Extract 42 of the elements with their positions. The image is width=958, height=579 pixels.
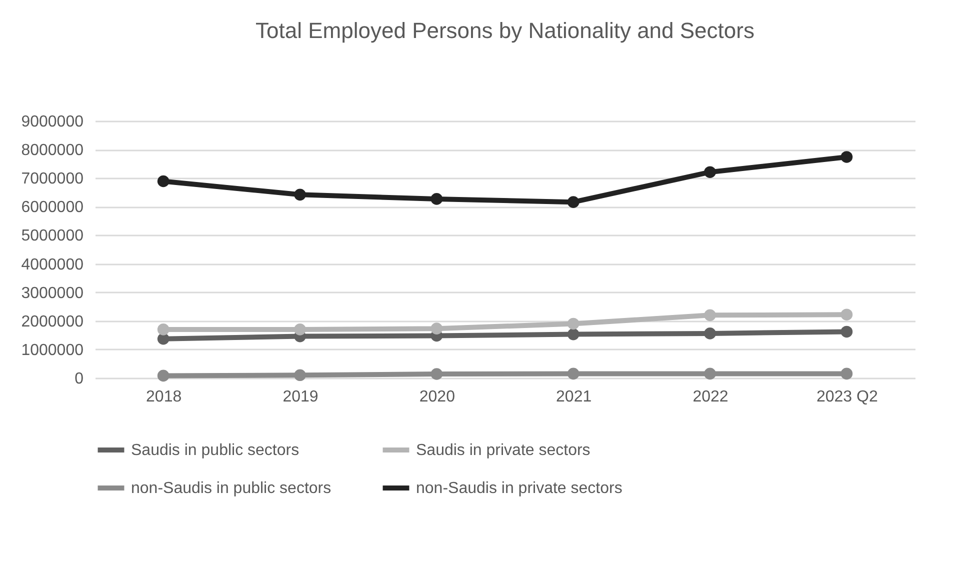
- point: [294, 188, 306, 201]
- point: [567, 318, 580, 330]
- x-tick-label: 2018: [146, 388, 182, 406]
- point: [430, 368, 443, 380]
- y-tick-label: 5000000: [21, 228, 84, 245]
- y-tick-label: 9000000: [21, 114, 84, 130]
- x-tick-label: 2021: [556, 388, 592, 406]
- point: [430, 193, 443, 205]
- point: [567, 328, 580, 340]
- y-tick-label: 6000000: [21, 199, 84, 216]
- y-tick-label: 1000000: [21, 342, 84, 359]
- y-tick-label: 4000000: [21, 256, 84, 274]
- x-tick-label: 2022: [692, 388, 728, 406]
- point: [840, 368, 853, 380]
- y-tick-label: 0: [74, 370, 84, 388]
- point: [294, 324, 306, 336]
- legend-label: Saudis in public sectors: [131, 442, 300, 459]
- point: [704, 368, 716, 380]
- point: [157, 370, 170, 382]
- legend-label: non-Saudis in private sectors: [416, 480, 622, 497]
- point: [157, 324, 170, 336]
- point: [157, 175, 170, 188]
- point: [567, 196, 580, 208]
- point: [840, 151, 853, 163]
- point: [840, 326, 853, 338]
- y-tick-label: 8000000: [21, 142, 84, 160]
- legend-label: non-Saudis in public sectors: [131, 480, 332, 497]
- point: [430, 322, 443, 335]
- legend-label: Saudis in private sectors: [416, 442, 590, 459]
- x-tick-label: 2019: [282, 388, 318, 406]
- x-tick-label: 2020: [419, 388, 456, 406]
- chart-title: Total Employed Persons by Nationality and Sectors: [256, 18, 754, 43]
- point: [704, 309, 716, 322]
- point: [294, 369, 306, 382]
- y-tick-label: 3000000: [21, 284, 84, 302]
- point: [704, 328, 716, 340]
- point: [704, 166, 716, 178]
- x-tick-label: 2023 Q2: [816, 388, 878, 406]
- y-tick-label: 7000000: [21, 170, 84, 188]
- y-tick-label: 2000000: [21, 313, 84, 330]
- point: [567, 368, 580, 380]
- point: [840, 308, 853, 321]
